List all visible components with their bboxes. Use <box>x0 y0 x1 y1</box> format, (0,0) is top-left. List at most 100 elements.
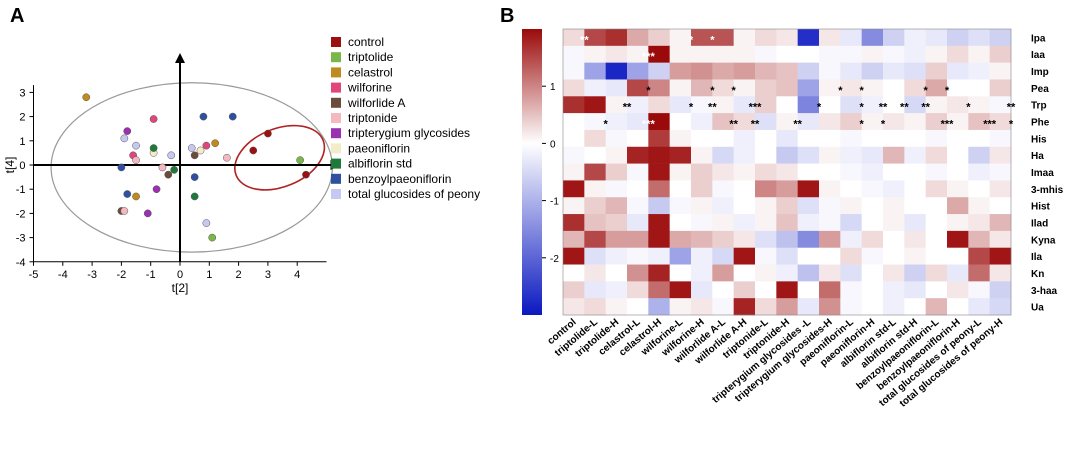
x-tick-label: 2 <box>236 269 242 281</box>
heatmap-cell <box>648 281 670 299</box>
legend-swatch <box>331 82 341 93</box>
legend-swatch <box>331 173 341 184</box>
heatmap-cell <box>904 96 926 114</box>
heatmap-cell <box>733 214 756 232</box>
heatmap-cell <box>989 230 1012 249</box>
heatmap-cell <box>584 264 606 282</box>
heatmap-cell <box>904 113 926 131</box>
heatmap-cell <box>925 96 948 114</box>
heatmap-cell <box>840 264 862 282</box>
heatmap-cell <box>563 146 585 164</box>
legend-swatch <box>331 189 341 199</box>
heatmap-cell <box>669 129 692 148</box>
heatmap-cell <box>669 113 692 131</box>
scatter-point <box>249 146 258 155</box>
legend-swatch <box>331 97 341 108</box>
significance-marker: *** <box>642 119 656 131</box>
x-tick-label: -2 <box>117 269 127 281</box>
heatmap-cell <box>904 163 926 181</box>
heatmap-row-label: 3-mhis <box>1031 185 1064 196</box>
heatmap-row-label: Kn <box>1031 269 1044 280</box>
heatmap-cell <box>819 129 841 148</box>
significance-marker: * <box>732 85 737 97</box>
y-tick-label: 2 <box>19 112 25 124</box>
heatmap-cell <box>989 197 1012 215</box>
scatter-point <box>190 192 199 201</box>
heatmap-cell <box>627 230 649 249</box>
heatmap-cell <box>776 163 798 181</box>
heatmap-cell <box>669 264 692 282</box>
heatmap-cell <box>733 129 756 148</box>
heatmap-cell <box>925 180 948 198</box>
heatmap-cell <box>648 29 670 47</box>
heatmap-cell <box>947 79 969 97</box>
significance-marker: * <box>924 85 929 97</box>
significance-marker: ** <box>879 102 888 114</box>
heatmap-cell <box>648 197 670 215</box>
heatmap-cell <box>947 230 969 249</box>
heatmap-cell <box>947 163 969 181</box>
heatmap-cell <box>947 129 969 148</box>
heatmap-cell <box>712 163 734 181</box>
heatmap-cell <box>904 264 926 282</box>
x-tick-label: 1 <box>206 269 212 281</box>
heatmap-cell <box>691 79 713 97</box>
heatmap-cell <box>733 163 756 181</box>
heatmap-cell <box>648 146 670 164</box>
heatmap-cell <box>627 197 649 215</box>
heatmap-cell <box>925 146 948 164</box>
scatter-point <box>164 170 173 179</box>
heatmap-cell <box>627 62 649 80</box>
heatmap-row-label: Imaa <box>1031 168 1054 179</box>
heatmap-cell <box>627 146 649 164</box>
legend-label: wilforlide A <box>347 96 405 110</box>
scatter-point <box>82 93 91 102</box>
heatmap-cell <box>797 79 820 97</box>
heatmap-cell <box>648 79 670 97</box>
heatmap-cell <box>883 230 905 249</box>
heatmap-cell <box>733 230 756 249</box>
heatmap-cell <box>563 264 585 282</box>
heatmap-cell <box>605 129 628 148</box>
heatmap-cell <box>712 281 734 299</box>
heatmap-cell <box>861 180 884 198</box>
heatmap-cell <box>755 197 777 215</box>
heatmap-cell <box>861 247 884 265</box>
heatmap-cell <box>819 113 841 131</box>
heatmap-cell <box>904 180 926 198</box>
heatmap-cell <box>968 281 990 299</box>
heatmap-cell <box>797 230 820 249</box>
scatter-point <box>167 151 176 160</box>
heatmap-cell <box>883 298 905 316</box>
heatmap-cell <box>861 146 884 164</box>
heatmap-cell <box>584 247 606 265</box>
significance-marker: ** <box>623 102 632 114</box>
y-tick-label: 0 <box>19 160 25 172</box>
heatmap-cell <box>584 146 606 164</box>
heatmap-cell <box>819 298 841 316</box>
heatmap-cell <box>883 214 905 232</box>
heatmap-cell <box>776 180 798 198</box>
heatmap-cell <box>925 230 948 249</box>
significance-marker: ** <box>751 119 760 131</box>
heatmap-cell <box>584 129 606 148</box>
significance-marker: *** <box>749 102 763 114</box>
heatmap-cell <box>712 230 734 249</box>
heatmap-cell <box>648 298 670 316</box>
heatmap-cell <box>925 45 948 63</box>
heatmap-cell <box>840 197 862 215</box>
scatter-point <box>170 165 178 174</box>
heatmap-cell <box>840 281 862 299</box>
heatmap-cell <box>584 298 606 316</box>
heatmap-row-label: Iaa <box>1031 50 1045 61</box>
scatter-point <box>199 112 208 121</box>
heatmap-cell <box>819 247 841 265</box>
heatmap-cell <box>819 62 841 80</box>
heatmap-cell <box>861 264 884 282</box>
legend-swatch <box>331 143 341 154</box>
heatmap-cell <box>989 146 1012 164</box>
heatmap-cell <box>904 129 926 148</box>
heatmap-cell <box>627 298 649 316</box>
scatter-point <box>228 112 237 121</box>
heatmap-cell <box>883 79 905 97</box>
